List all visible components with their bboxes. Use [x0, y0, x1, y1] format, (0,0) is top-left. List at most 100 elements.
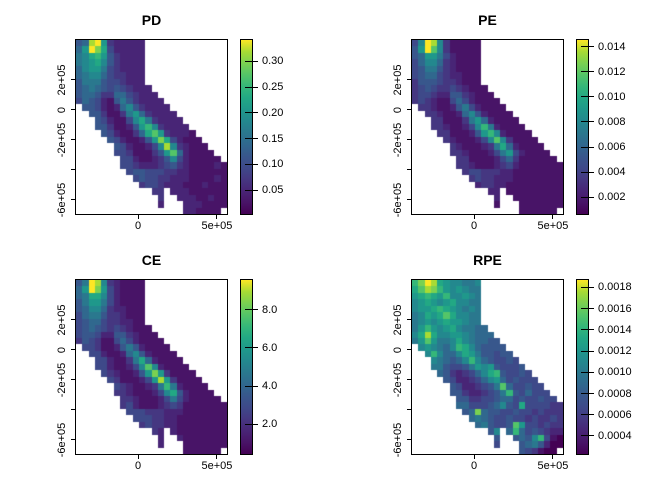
map-plot-area — [75, 39, 228, 215]
colorbar-tick-label: 0.004 — [598, 166, 626, 179]
colorbar-tick-label: 0.20 — [262, 106, 284, 119]
colorbar-tick-label: 0.002 — [598, 191, 626, 204]
california-raster-map — [76, 40, 227, 214]
y-axis-tick — [71, 109, 75, 111]
x-axis-tick-label: 0 — [135, 460, 142, 472]
colorbar-tick-label: 0.012 — [598, 65, 626, 78]
colorbar-legend — [576, 279, 589, 455]
colorbar-tick — [245, 60, 258, 62]
colorbar-tick — [581, 350, 594, 352]
y-axis-tick-label: -6e+05 — [56, 182, 68, 218]
y-axis-tick — [407, 199, 411, 201]
colorbar-tick-label: 0.014 — [598, 40, 626, 53]
panel-pe: PE 0 5e+05 2e+05 0 -2e+05 -6e+05 0.002 0.004 0.0… — [336, 0, 672, 240]
y-axis-tick — [407, 79, 411, 81]
x-axis-tick-label: 5e+05 — [201, 460, 233, 472]
colorbar-tick-label: 4.0 — [262, 380, 278, 393]
y-axis-tick — [71, 349, 75, 351]
colorbar-tick — [245, 347, 258, 349]
y-axis-tick-label: 0 — [392, 106, 404, 114]
colorbar-tick-label: 0.25 — [262, 81, 284, 93]
colorbar-tick — [245, 385, 258, 387]
y-axis-tick — [71, 199, 75, 201]
colorbar-tick — [581, 286, 594, 288]
y-axis-tick-label: 2e+05 — [392, 64, 404, 96]
y-axis-tick — [407, 169, 411, 171]
y-axis-tick-label: -6e+05 — [392, 182, 404, 218]
colorbar-tick — [245, 163, 258, 165]
colorbar-tick — [581, 171, 594, 173]
colorbar-tick-label: 0.0006 — [598, 408, 632, 421]
colorbar-tick-label: 0.008 — [598, 115, 626, 128]
map-plot-area — [411, 279, 564, 455]
x-axis-tick-label: 5e+05 — [537, 460, 569, 472]
colorbar-tick-label: 2.0 — [262, 418, 278, 431]
colorbar-tick-label: 0.05 — [262, 184, 284, 197]
panel-title: PE — [478, 12, 497, 28]
y-axis-tick-label: 2e+05 — [56, 304, 68, 336]
colorbar-tick-label: 6.0 — [262, 341, 278, 354]
y-axis-tick-label: -2e+05 — [56, 122, 68, 158]
y-axis-tick — [71, 409, 75, 411]
panel-title: PD — [141, 12, 162, 28]
y-axis-tick — [71, 319, 75, 321]
y-axis-tick — [407, 349, 411, 351]
x-axis-tick-label: 5e+05 — [537, 220, 569, 232]
y-axis-tick — [407, 379, 411, 381]
y-axis-tick — [407, 139, 411, 141]
map-plot-area — [411, 39, 564, 215]
california-raster-map — [412, 40, 563, 214]
colorbar-tick-label: 0.006 — [598, 141, 626, 154]
colorbar-tick — [581, 435, 594, 437]
y-axis-tick-label: 0 — [56, 346, 68, 354]
x-axis-tick — [473, 455, 475, 459]
colorbar-tick-label: 0.0018 — [598, 281, 632, 294]
colorbar-tick-label: 0.0012 — [598, 345, 632, 358]
y-axis-tick — [407, 409, 411, 411]
colorbar-tick-label: 0.0008 — [598, 387, 632, 400]
x-axis-tick — [137, 455, 139, 459]
y-axis-tick-label: 2e+05 — [392, 304, 404, 336]
y-axis-tick — [71, 379, 75, 381]
colorbar-legend — [576, 39, 589, 215]
colorbar-tick-label: 0.010 — [598, 90, 626, 103]
y-axis-tick-label: 0 — [392, 346, 404, 354]
panel-rpe: RPE 0 5e+05 2e+05 0 -2e+05 -6e+05 0.0004 0.0006… — [336, 240, 672, 480]
y-axis-tick-label: -2e+05 — [392, 362, 404, 398]
x-axis-tick-label: 5e+05 — [201, 220, 233, 232]
colorbar-tick-label: 0.30 — [262, 55, 284, 68]
y-axis-tick — [71, 79, 75, 81]
colorbar-tick — [245, 189, 258, 191]
colorbar-tick-label: 8.0 — [262, 303, 278, 316]
colorbar-tick-label: 0.15 — [262, 132, 284, 145]
california-raster-map — [76, 280, 227, 454]
colorbar-tick-label: 0.0010 — [598, 366, 632, 379]
colorbar-tick-label: 0.0016 — [598, 302, 632, 315]
colorbar-tick — [581, 329, 594, 331]
colorbar-tick — [245, 423, 258, 425]
y-axis-tick — [407, 319, 411, 321]
colorbar-tick — [581, 308, 594, 310]
colorbar-tick — [581, 196, 594, 198]
x-axis-tick — [473, 215, 475, 219]
x-axis-tick — [216, 215, 218, 219]
colorbar-tick-label: 0.10 — [262, 158, 284, 171]
colorbar-tick — [581, 371, 594, 373]
colorbar-tick — [245, 86, 258, 88]
x-axis-tick — [552, 215, 554, 219]
y-axis-tick-label: -2e+05 — [392, 122, 404, 158]
colorbar-tick-label: 0.0014 — [598, 323, 632, 336]
colorbar-tick — [581, 96, 594, 98]
y-axis-tick — [407, 109, 411, 111]
y-axis-tick — [71, 439, 75, 441]
y-axis-tick-label: -6e+05 — [56, 422, 68, 458]
x-axis-tick — [552, 455, 554, 459]
california-raster-map — [412, 280, 563, 454]
colorbar-tick — [581, 71, 594, 73]
y-axis-tick-label: 2e+05 — [56, 64, 68, 96]
colorbar-tick-label: 0.0004 — [598, 429, 632, 442]
panel-title: CE — [141, 252, 162, 268]
y-axis-tick-label: -2e+05 — [56, 362, 68, 398]
panel-title: RPE — [473, 252, 502, 268]
